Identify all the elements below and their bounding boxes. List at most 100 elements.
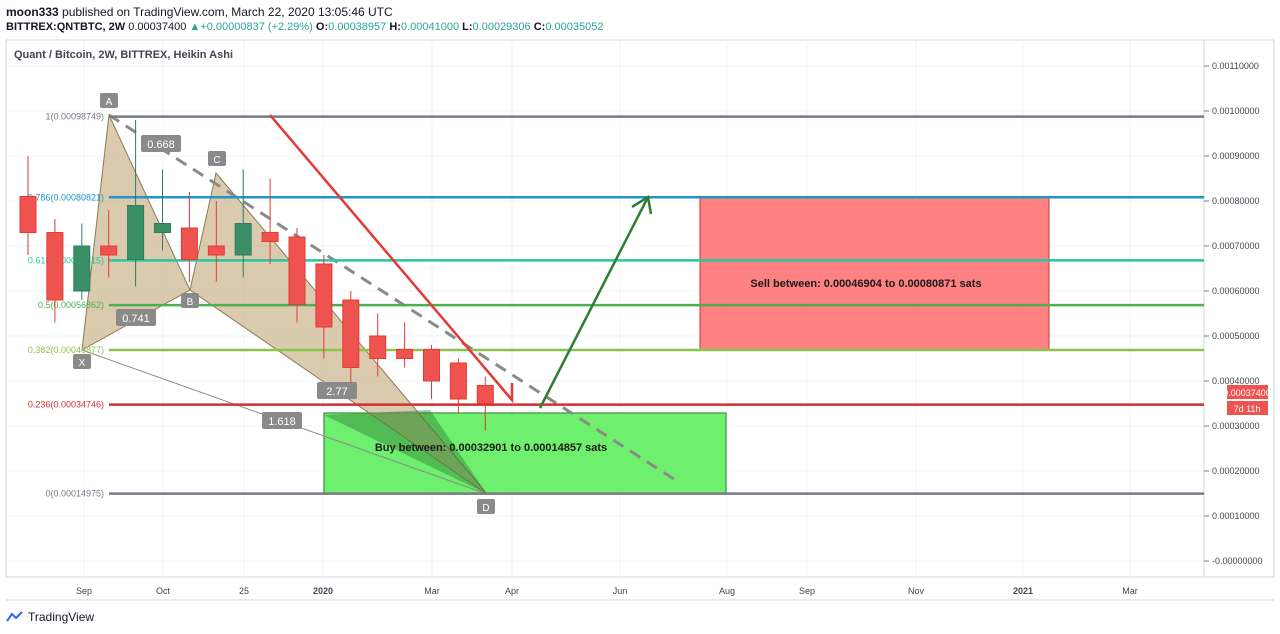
price-tick-label: 0.00020000 [1212, 466, 1260, 476]
countdown-badge [1227, 401, 1268, 415]
ac-dashed [108, 113, 681, 485]
published-text: published on TradingView.com, March 22, … [62, 5, 393, 19]
fib-level-label: 0.618(0.00066815) [28, 255, 104, 265]
pattern-point-badge [181, 293, 199, 308]
change-value: +0.00000837 (+2.29%) [200, 21, 313, 33]
publish-info: moon333 published on TradingView.com, Ma… [6, 5, 393, 19]
time-tick-label: Jun [613, 586, 628, 596]
pattern-point-label: C [213, 155, 220, 166]
ratio-badge [116, 309, 156, 326]
last-price: 0.00037400 [128, 21, 187, 33]
ratio-badge [262, 412, 302, 429]
pattern-point-badge [208, 151, 226, 166]
candle-body [100, 245, 118, 256]
time-tick-label: Mar [1122, 586, 1138, 596]
cd-green-wedge [324, 410, 487, 494]
time-tick-label: Sep [76, 586, 92, 596]
ratio-badge [141, 135, 181, 152]
time-tick-label: Oct [156, 586, 171, 596]
author-name[interactable]: moon333 [6, 5, 59, 19]
pattern-point-label: D [482, 503, 489, 514]
pattern-point-badge [100, 93, 118, 108]
candle-body [288, 236, 306, 305]
candle-body [261, 232, 279, 242]
pattern-point-badge [73, 354, 91, 369]
time-tick-label: Mar [424, 586, 440, 596]
price-tick-label: 0.00010000 [1212, 511, 1260, 521]
sell-zone[interactable] [699, 196, 1050, 351]
current-price-text: 0.00037400 [1223, 388, 1271, 398]
countdown-text: 7d 11h [1234, 404, 1261, 414]
up-arrow-icon: ▲ [189, 21, 201, 33]
candle-body [423, 349, 440, 382]
price-tick-label: 0.00070000 [1212, 241, 1260, 251]
price-tick-label: 0.00090000 [1212, 151, 1260, 161]
candle-body [46, 232, 64, 301]
pattern-point-label: X [79, 358, 86, 369]
time-tick-label: Nov [908, 586, 925, 596]
fib-level-label: 0.382(0.00046877) [28, 345, 104, 355]
price-axis-labels: 0.00110000 0.00100000 0.00090000 0.00080000… [1204, 61, 1263, 566]
current-price-badge [1227, 385, 1268, 399]
time-tick-label: Apr [505, 586, 519, 596]
high-label: H: [389, 21, 401, 33]
fib-level-label: 0(0.00014975) [45, 489, 104, 499]
candle-body [396, 349, 414, 359]
price-axis-panel[interactable] [1203, 39, 1275, 578]
fib-level-label: 0.5(0.00056862) [38, 300, 104, 310]
chart-title: Quant / Bitcoin, 2W, BITTREX, Heikin Ash… [14, 49, 233, 61]
fib-level-label: 0.786(0.00080821) [28, 192, 104, 202]
ratio-label: 0.741 [122, 313, 150, 325]
candle-body [315, 263, 333, 328]
time-tick-label: Sep [799, 586, 815, 596]
green-up-arrow[interactable] [538, 194, 653, 409]
open-value: 0.00038957 [328, 21, 387, 33]
fib-level-label: 0.236(0.00034746) [28, 400, 104, 410]
buy-zone-label: Buy between: 0.00032901 to 0.00014857 sa… [375, 442, 607, 454]
ratio-labels: 0.668 0.741 2.77 1.618 [116, 135, 357, 429]
pattern-point-label: A [106, 97, 113, 108]
price-tick-label: 0.00100000 [1212, 106, 1260, 116]
candle-body [73, 245, 91, 292]
time-tick-label: 2020 [313, 586, 333, 596]
tradingview-icon [6, 611, 23, 622]
time-tick-label: 2021 [1013, 586, 1033, 596]
ratio-label: 0.668 [147, 139, 175, 151]
candle-body [127, 205, 145, 260]
candle-body [342, 299, 360, 368]
candle-body [19, 196, 37, 233]
candle-body [234, 223, 252, 256]
high-value: 0.00041000 [400, 21, 460, 33]
ratio-badge [317, 382, 357, 399]
red-down-arrow[interactable] [269, 114, 514, 404]
candle-body [180, 227, 198, 260]
price-tick-label: 0.00110000 [1212, 61, 1259, 71]
open-label: O: [315, 21, 329, 33]
tradingview-wordmark: TradingView [28, 610, 95, 624]
price-tick-label: -0.00000000 [1212, 556, 1263, 566]
price-tick-label: 0.00050000 [1212, 331, 1260, 341]
price-tick-label: 0.00080000 [1212, 196, 1260, 206]
time-tick-label: 25 [239, 586, 249, 596]
price-tick-label: 0.00060000 [1212, 286, 1260, 296]
candle-body [476, 385, 494, 404]
ratio-label: 2.77 [326, 386, 347, 398]
sell-zone-label: Sell between: 0.00046904 to 0.00080871 s… [750, 278, 981, 290]
pattern-point-badge [477, 499, 495, 514]
candle-body [207, 245, 225, 256]
candle-body [369, 335, 387, 359]
candles [19, 120, 494, 431]
price-tick-label: 0.00040000 [1212, 376, 1260, 386]
symbol-label: BITTREX:QNTBTC, 2W [6, 21, 126, 33]
close-label: C: [533, 21, 546, 33]
low-value: 0.00029306 [472, 21, 531, 33]
price-tick-label: 0.00030000 [1212, 421, 1260, 431]
low-label: L: [462, 21, 473, 33]
candle-body [449, 362, 467, 400]
ohlc-bar: BITTREX:QNTBTC, 2W 0.00037400 ▲+0.000008… [6, 21, 603, 33]
time-axis-labels: Sep Oct 25 2020 Mar Apr Jun Aug Sep Nov 2021 Mar [76, 586, 1138, 596]
time-tick-label: Aug [719, 586, 735, 596]
tradingview-logo[interactable]: TradingView [6, 610, 94, 624]
candle-body [154, 223, 171, 233]
